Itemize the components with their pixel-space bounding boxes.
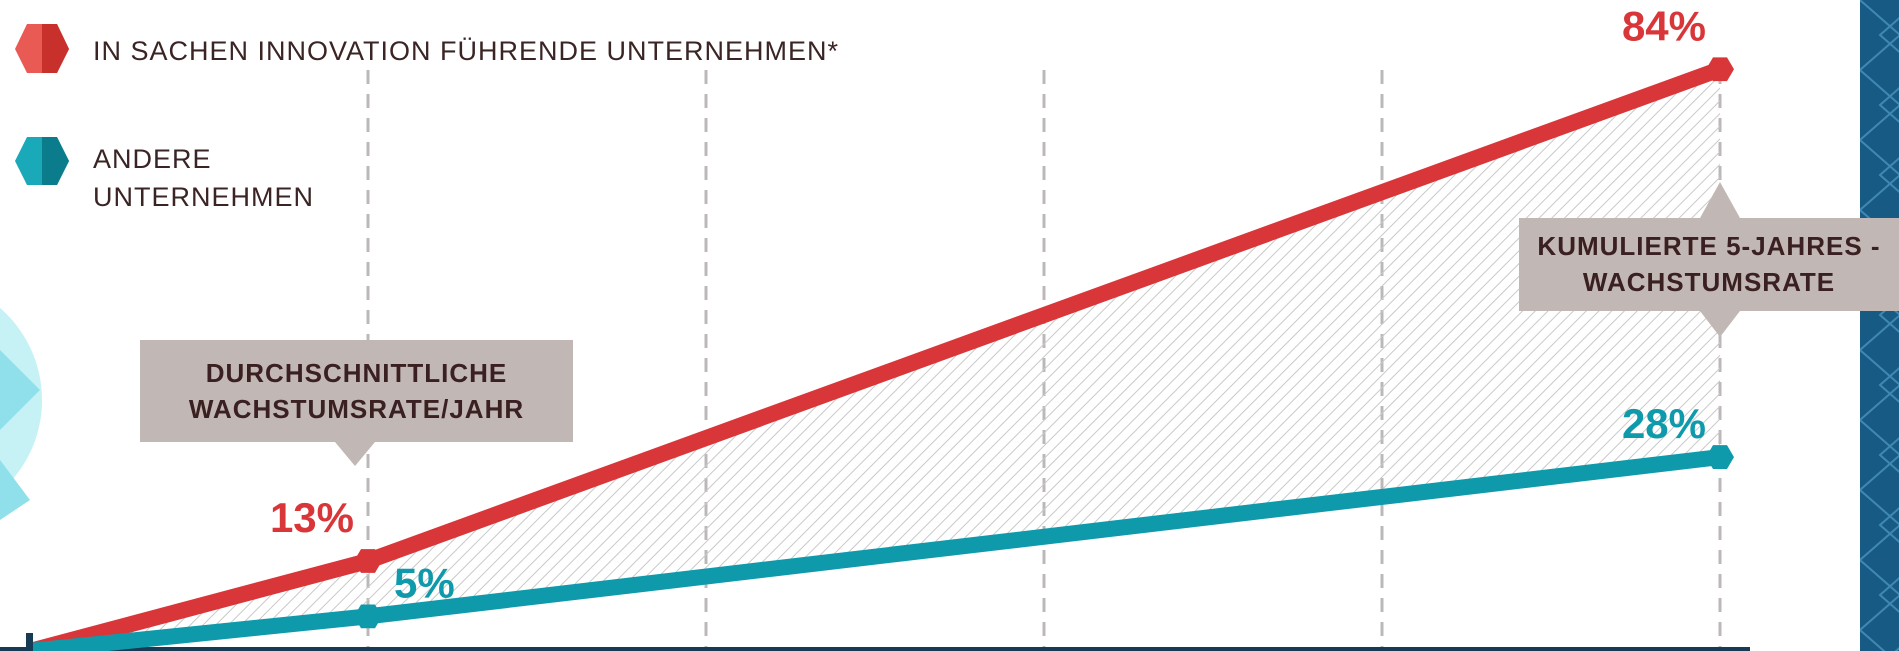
legend-label: ANDERE UNTERNEHMEN (93, 144, 315, 212)
annotation: DURCHSCHNITTLICHE WACHSTUMSRATE/JAHR (188, 358, 525, 424)
side-pattern (1860, 0, 1899, 651)
legend-marker-shade (42, 24, 69, 73)
annotation-box (140, 340, 573, 466)
point-marker (354, 549, 382, 573)
origin-mark (26, 633, 33, 651)
plot: 13% 84% 5% 28% (0, 2, 1750, 651)
point-marker (1706, 445, 1734, 469)
point-marker (1706, 57, 1734, 82)
value-label: 84% (1622, 2, 1706, 49)
annotation-box (1519, 182, 1899, 337)
point-marker (354, 604, 382, 629)
value-label: 13% (270, 494, 354, 541)
value-label: 5% (394, 559, 455, 606)
deco-shapes (0, 350, 40, 520)
legend-label: IN SACHEN INNOVATION FÜHRENDE UNTERNEHME… (93, 36, 840, 66)
value-label: 28% (1622, 400, 1706, 447)
annotation: KUMULIERTE 5-JAHRES -WACHSTUMSRATE (1537, 231, 1881, 297)
legend-marker-shade (42, 137, 69, 185)
